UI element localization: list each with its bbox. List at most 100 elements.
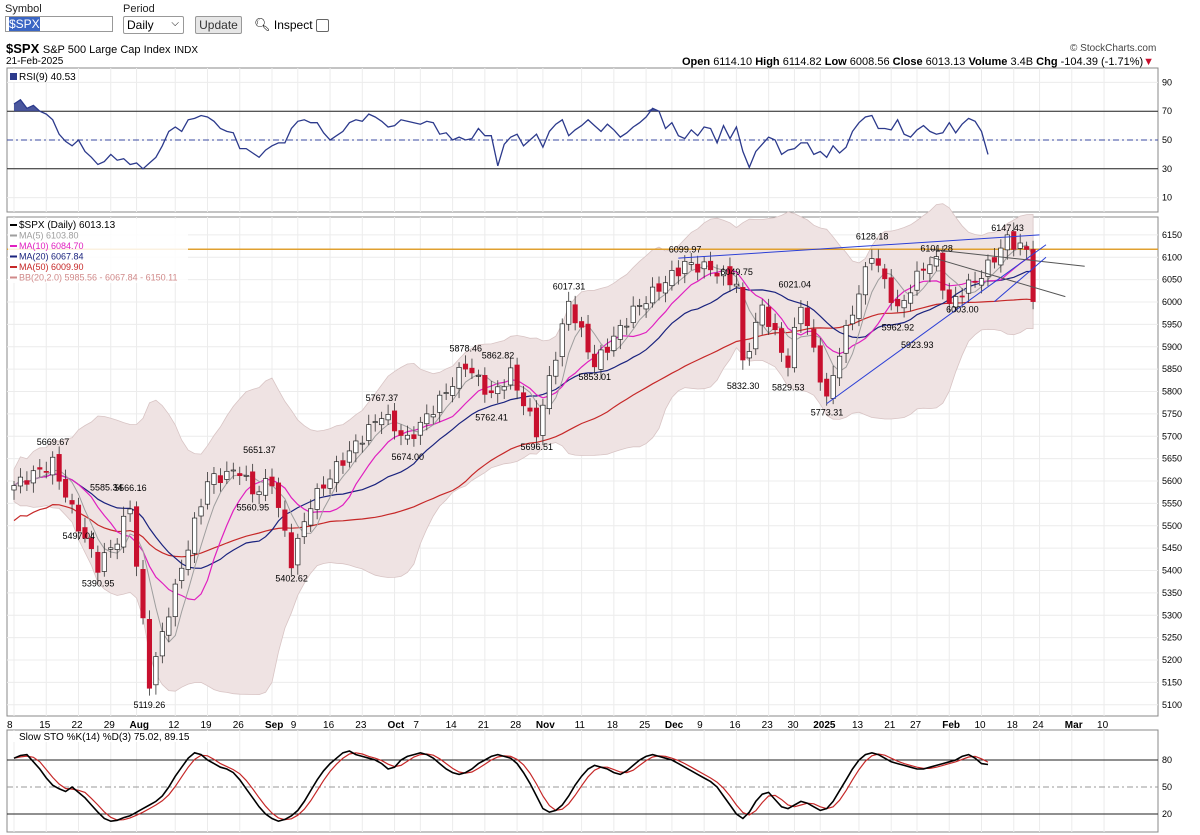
candle — [540, 404, 546, 436]
low-label: Low — [824, 56, 847, 68]
symbol-label: Symbol — [5, 3, 42, 15]
candle — [740, 287, 746, 361]
candle — [927, 264, 933, 274]
candle — [753, 321, 759, 350]
candle — [862, 266, 868, 296]
candle — [514, 364, 520, 391]
x-tick-label: 9 — [697, 720, 703, 731]
price-annotation: 5862.82 — [482, 350, 515, 360]
rsi-legend-bg — [8, 71, 72, 82]
price-annotation: 5767.37 — [366, 393, 399, 403]
x-tick-label: Aug — [130, 720, 149, 731]
candle — [321, 484, 327, 489]
candle — [991, 257, 997, 263]
candle — [314, 488, 320, 510]
candle — [185, 549, 191, 570]
low-value: 6008.56 — [849, 56, 890, 68]
candle — [508, 367, 514, 386]
inspect-toggle[interactable]: 🔍︎ Inspect — [254, 17, 329, 33]
chevron-down-icon: ⌵ — [171, 18, 179, 29]
close-label: Close — [892, 56, 923, 68]
price-legend-bg — [8, 219, 188, 283]
down-arrow-icon: ▼ — [1143, 56, 1155, 68]
price-tick-label: 5550 — [1162, 498, 1182, 508]
candle — [159, 631, 165, 657]
price-annotation: 5560.95 — [237, 503, 270, 513]
candle — [533, 407, 540, 438]
candle — [75, 504, 82, 532]
candle — [295, 537, 301, 566]
update-button[interactable]: Update — [195, 16, 242, 34]
price-annotation: 5497.04 — [63, 531, 96, 541]
open-label: Open — [682, 56, 711, 68]
candle — [359, 442, 365, 445]
x-tick-label: 9 — [291, 720, 297, 731]
candle — [340, 460, 346, 466]
candle — [166, 616, 172, 636]
candle — [134, 506, 140, 567]
price-tick-label: 5700 — [1162, 431, 1182, 441]
chart-title: $SPX S&P 500 Large Cap Index INDX — [6, 41, 198, 56]
candle — [675, 267, 681, 277]
x-tick-label: 12 — [168, 720, 180, 731]
trendline — [826, 244, 1047, 405]
candle — [708, 260, 714, 271]
price-panel-frame — [6, 216, 1159, 717]
candle — [901, 300, 907, 309]
candle — [56, 454, 62, 482]
candle — [617, 325, 623, 340]
candle — [959, 295, 965, 298]
candle — [366, 424, 372, 441]
price-tick-label: 5450 — [1162, 543, 1182, 553]
x-tick-label: 27 — [910, 720, 922, 731]
candle — [888, 277, 894, 303]
candle — [230, 469, 236, 472]
price-annotation: 6147.43 — [991, 223, 1024, 233]
sto-panel-frame — [6, 729, 1159, 833]
price-annotation: 5402.62 — [275, 573, 308, 583]
price-tick-label: 5350 — [1162, 588, 1182, 598]
candle — [946, 289, 952, 304]
candle — [275, 482, 282, 508]
candle — [933, 256, 939, 267]
candle — [611, 335, 617, 351]
period-select[interactable]: Daily ⌵ — [123, 16, 184, 34]
price-annotation: 5585.34 — [90, 483, 123, 493]
candle — [108, 547, 114, 550]
candle — [643, 303, 649, 310]
candle — [127, 508, 133, 515]
candle — [482, 375, 488, 395]
chg-value: -104.39 (-1.71%) — [1060, 56, 1144, 68]
price-annotation: 6021.04 — [778, 280, 811, 290]
candle — [875, 258, 881, 266]
candle — [456, 367, 462, 389]
x-tick-label: 18 — [607, 720, 619, 731]
candle — [824, 378, 830, 397]
candle — [727, 266, 733, 286]
candle — [385, 414, 391, 421]
candle — [69, 500, 75, 505]
candle — [430, 414, 436, 418]
candle — [114, 543, 120, 550]
trendline — [994, 256, 1047, 302]
price-legend-entry: BB(20,2.0) 5985.56 - 6067.84 - 6150.11 — [19, 273, 177, 283]
symbol-input[interactable]: $SPX — [5, 16, 113, 32]
price-annotation: 5962.92 — [882, 323, 915, 333]
sto-tick-label: 20 — [1162, 809, 1172, 819]
sto-tick-label: 50 — [1162, 782, 1172, 792]
candle — [121, 515, 127, 548]
price-tick-label: 5750 — [1162, 409, 1182, 419]
candle — [392, 410, 398, 432]
price-annotation: 5878.46 — [450, 343, 483, 353]
candle — [250, 471, 256, 495]
rsi-tick-label: 50 — [1162, 135, 1172, 145]
candle — [572, 304, 578, 324]
inspect-checkbox[interactable] — [315, 19, 329, 33]
candle — [920, 268, 927, 271]
candle — [579, 321, 585, 328]
x-tick-label: 29 — [104, 720, 116, 731]
candle — [1004, 234, 1010, 251]
candle — [553, 359, 559, 377]
price-tick-label: 5200 — [1162, 655, 1182, 665]
candle — [604, 346, 610, 353]
